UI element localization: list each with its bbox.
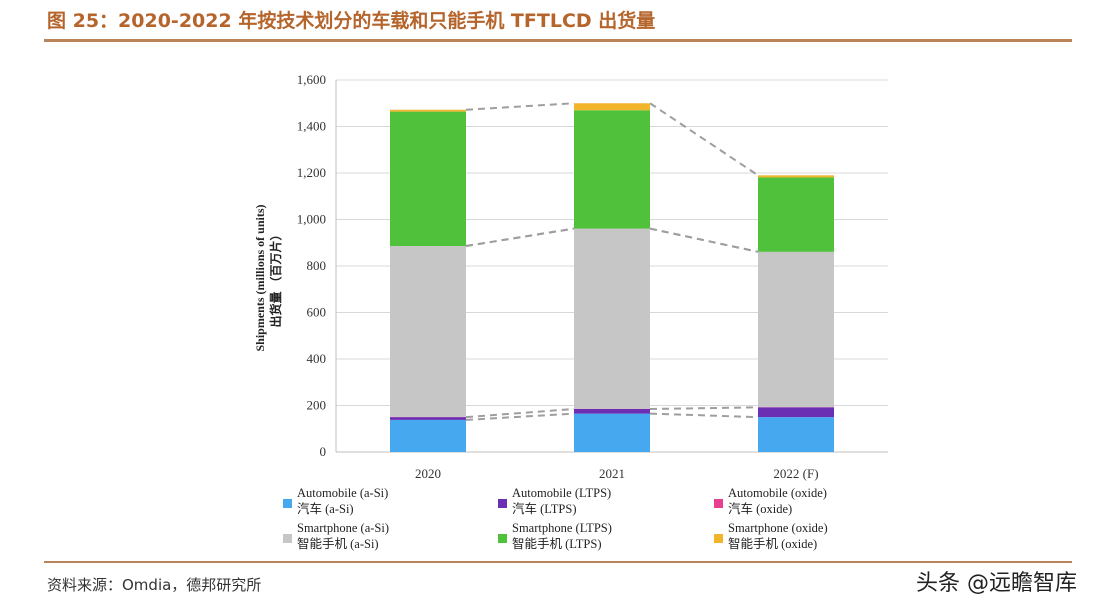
y-axis-label: Shipments (millions of units) (253, 204, 267, 351)
legend-label: Smartphone (LTPS) (512, 521, 612, 535)
legend-label-cn: 智能手机 (oxide) (728, 536, 817, 551)
connector-line (465, 227, 575, 247)
legend-swatch (283, 499, 292, 508)
legend-swatch (498, 534, 507, 543)
bar-segment (758, 175, 834, 178)
y-tick-label: 1,000 (297, 212, 326, 227)
y-tick-label: 1,200 (297, 165, 326, 180)
connector-line (465, 102, 575, 111)
bar-segment (390, 111, 466, 247)
legend-swatch (714, 534, 723, 543)
legend-label: Automobile (LTPS) (512, 486, 611, 500)
connector-line (649, 406, 759, 410)
legend-label-cn: 汽车 (oxide) (728, 501, 792, 516)
legend-label-cn: 智能手机 (a-Si) (297, 536, 379, 551)
connector-lines (465, 102, 759, 421)
y-tick-label: 1,600 (297, 72, 326, 87)
bar-segment (758, 177, 834, 252)
bars (390, 103, 834, 452)
legend-swatch (498, 499, 507, 508)
bar-segment (574, 110, 650, 229)
x-tick-label: 2020 (415, 466, 441, 481)
figure-title: 图 25：2020-2022 年按技术划分的车载和只能手机 TFTLCD 出货量 (47, 10, 656, 32)
x-tick-label: 2021 (599, 466, 625, 481)
bar-segment (390, 417, 466, 420)
title-rule (44, 39, 1072, 42)
legend-label: Smartphone (a-Si) (297, 521, 389, 535)
y-tick-label: 400 (307, 351, 327, 366)
source-note: 资料来源：Omdia，德邦研究所 (47, 576, 262, 594)
bar-segment (390, 109, 466, 112)
footer-rule (44, 561, 1072, 563)
x-tick-label: 2022 (F) (773, 466, 818, 481)
y-tick-label: 0 (320, 444, 327, 459)
connector-line (649, 412, 759, 419)
tick-labels: 0 200 400 600 800 1,000 1,200 1,400 1,600 2020 202… (297, 72, 819, 481)
connector-line (649, 102, 759, 177)
legend-swatch (714, 499, 723, 508)
y-tick-label: 800 (307, 258, 327, 273)
legend-label: Automobile (oxide) (728, 486, 827, 500)
bar-segment (574, 413, 650, 452)
y-axis-label-cn: 出货量 （百万片） (268, 228, 283, 327)
bar-segment (390, 419, 466, 452)
legend-label-cn: 汽车 (LTPS) (512, 501, 576, 516)
bar-segment (758, 417, 834, 452)
legend-swatch (283, 534, 292, 543)
bar-segment (390, 246, 466, 417)
legend-label: Smartphone (oxide) (728, 521, 828, 535)
bar-segment (574, 408, 650, 414)
bar-segment (574, 228, 650, 409)
y-tick-label: 1,400 (297, 119, 326, 134)
connector-line (465, 407, 575, 419)
bar-segment (758, 407, 834, 418)
y-tick-label: 600 (307, 305, 327, 320)
connector-line (649, 227, 759, 253)
bar-segment (574, 103, 650, 111)
legend-label-cn: 智能手机 (LTPS) (512, 536, 601, 551)
legend-label-cn: 汽车 (a-Si) (297, 501, 354, 516)
legend: Automobile (a-Si)汽车 (a-Si) Automobile (LT… (283, 486, 828, 551)
connector-line (465, 412, 575, 421)
bar-segment (758, 251, 834, 408)
watermark: 头条 @远瞻智库 (916, 571, 1077, 596)
y-tick-label: 200 (307, 398, 327, 413)
legend-label: Automobile (a-Si) (297, 486, 388, 500)
